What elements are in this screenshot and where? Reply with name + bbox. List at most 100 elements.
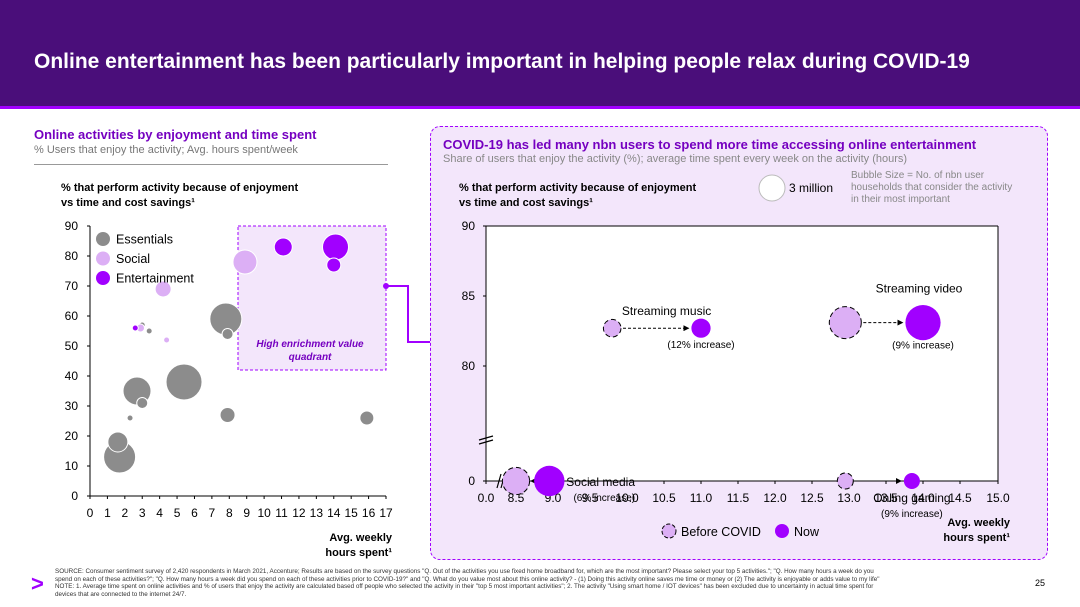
left-x-axis-label-line1: Avg. weekly <box>329 532 392 544</box>
left-x-tick-label: 16 <box>362 506 376 520</box>
left-bubble <box>221 328 234 340</box>
activity-label: Onling gaming <box>873 491 950 505</box>
left-y-tick-label: 20 <box>65 429 79 443</box>
bubble-size-note-line2: households that consider the activity <box>851 182 1013 193</box>
source-line-2: spend on each of these activities?"; "Q.… <box>55 575 880 583</box>
right-chart-subtitle: Share of users that enjoy the activity (… <box>443 153 908 165</box>
left-bubble <box>219 407 236 423</box>
right-y-tick-label: 85 <box>462 289 476 303</box>
right-y-axis-label-line2: vs time and cost savings¹ <box>459 197 593 209</box>
legend-label-before-covid: Before COVID <box>681 525 761 539</box>
right-x-tick-label: 14.5 <box>948 491 972 505</box>
right-x-tick-label: 15.0 <box>986 491 1010 505</box>
left-x-tick-label: 14 <box>327 506 341 520</box>
legend-marker-before-covid <box>661 523 677 539</box>
logo-chevron: > <box>31 571 44 596</box>
left-y-tick-label: 80 <box>65 249 79 263</box>
high-enrichment-quadrant <box>237 225 387 371</box>
now-bubble <box>903 473 920 489</box>
left-chart-subtitle: % Users that enjoy the activity; Avg. ho… <box>34 144 298 156</box>
left-x-tick-label: 10 <box>257 506 271 520</box>
left-x-tick-label: 12 <box>292 506 306 520</box>
left-x-tick-label: 8 <box>226 506 233 520</box>
right-x-tick-label: 14.0 <box>911 491 935 505</box>
left-y-tick-label: 40 <box>65 369 79 383</box>
right-x-tick-label: 11.0 <box>690 491 713 505</box>
left-y-axis-label-line2: vs time and cost savings¹ <box>61 197 195 209</box>
legend-label-social: Social <box>116 252 150 266</box>
now-bubble <box>534 465 565 497</box>
right-x-tick-label: 10.0 <box>615 491 639 505</box>
connector-line <box>386 285 430 343</box>
left-bubble <box>326 257 342 273</box>
right-x-tick-label: 13.0 <box>837 491 861 505</box>
right-x-axis-label: Avg. weekly hours spent¹ <box>880 516 1010 546</box>
now-bubble <box>691 318 711 338</box>
before-covid-bubble <box>602 318 622 338</box>
source-line-3: NOTE: 1. Average time spent on online ac… <box>55 583 874 591</box>
left-x-axis-label-line2: hours spent¹ <box>325 547 392 559</box>
bubble-size-reference-value: 3 million <box>789 181 834 195</box>
source-line-1: SOURCE: Consumer sentiment survey of 2,4… <box>55 568 874 575</box>
increase-note: (9% increase) <box>892 341 954 352</box>
quadrant-label-line2: quadrant <box>289 352 332 363</box>
page-title: Online entertainment has been particular… <box>34 50 970 73</box>
left-bubble <box>126 414 134 422</box>
legend-marker-entertainment <box>96 271 110 285</box>
left-bubble <box>273 237 293 257</box>
left-x-tick-label: 1 <box>104 506 111 520</box>
left-x-tick-label: 13 <box>310 506 324 520</box>
left-x-tick-label: 7 <box>209 506 216 520</box>
left-x-tick-label: 15 <box>344 506 358 520</box>
right-y-axis-label: % that perform activity because of enjoy… <box>459 181 759 211</box>
header-bar <box>0 0 1080 106</box>
left-x-tick-label: 3 <box>139 506 146 520</box>
right-x-axis-label-line2: hours spent¹ <box>943 532 1010 544</box>
bubble-size-note-line1: Bubble Size = No. of nbn user <box>851 170 985 181</box>
left-y-axis-label-line1: % that perform activity because of enjoy… <box>61 182 299 194</box>
source-line-4: devices that are connected to the intern… <box>55 590 187 598</box>
header-accent-rule <box>0 106 1080 109</box>
right-x-axis-label-line1: Avg. weekly <box>947 517 1010 529</box>
right-x-tick-label: 13.5 <box>874 491 898 505</box>
left-bubble <box>154 280 172 298</box>
right-x-tick-label: 9.5 <box>582 491 599 505</box>
left-bubble <box>359 410 375 426</box>
left-bubble <box>165 363 203 401</box>
activity-label: Streaming video <box>876 282 963 296</box>
left-title-divider <box>34 164 388 165</box>
left-bubble <box>107 431 129 453</box>
legend-marker-social <box>96 251 110 266</box>
left-x-tick-label: 6 <box>191 506 198 520</box>
right-x-tick-label: 8.5 <box>508 491 525 505</box>
legend-label-entertainment: Entertainment <box>116 272 194 286</box>
legend-marker-now <box>775 524 789 538</box>
before-covid-bubble <box>501 466 531 496</box>
left-y-tick-label: 60 <box>65 309 79 323</box>
left-x-tick-label: 2 <box>121 506 128 520</box>
left-y-tick-label: 10 <box>65 459 79 473</box>
left-bubble <box>322 233 350 261</box>
bubble-size-note-line3: in their most important <box>851 194 950 205</box>
left-x-tick-label: 0 <box>87 506 94 520</box>
right-y-axis-break <box>478 435 494 445</box>
right-x-tick-label: 11.5 <box>727 491 750 505</box>
quadrant-label-line1: High enrichment value <box>256 339 364 350</box>
right-x-tick-label: 12.5 <box>800 491 824 505</box>
right-x-tick-label: 10.5 <box>652 491 676 505</box>
left-bubble <box>232 249 258 275</box>
right-chart-title: COVID-19 has led many nbn users to spend… <box>443 137 977 152</box>
bubble-size-reference-circle <box>758 174 786 202</box>
right-y-tick-label: 80 <box>462 359 476 373</box>
left-x-tick-label: 5 <box>174 506 181 520</box>
right-y-tick-label: 90 <box>462 219 476 233</box>
left-y-axis-label: % that perform activity because of enjoy… <box>61 181 361 211</box>
before-covid-bubble <box>836 472 854 490</box>
left-bubble <box>163 336 171 344</box>
left-y-tick-label: 0 <box>71 489 78 503</box>
before-covid-bubble <box>828 306 862 340</box>
legend-marker-essentials <box>96 232 110 246</box>
left-y-tick-label: 30 <box>65 399 79 413</box>
left-x-axis-label: Avg. weekly hours spent¹ <box>260 531 392 561</box>
legend-label-now: Now <box>794 525 820 539</box>
